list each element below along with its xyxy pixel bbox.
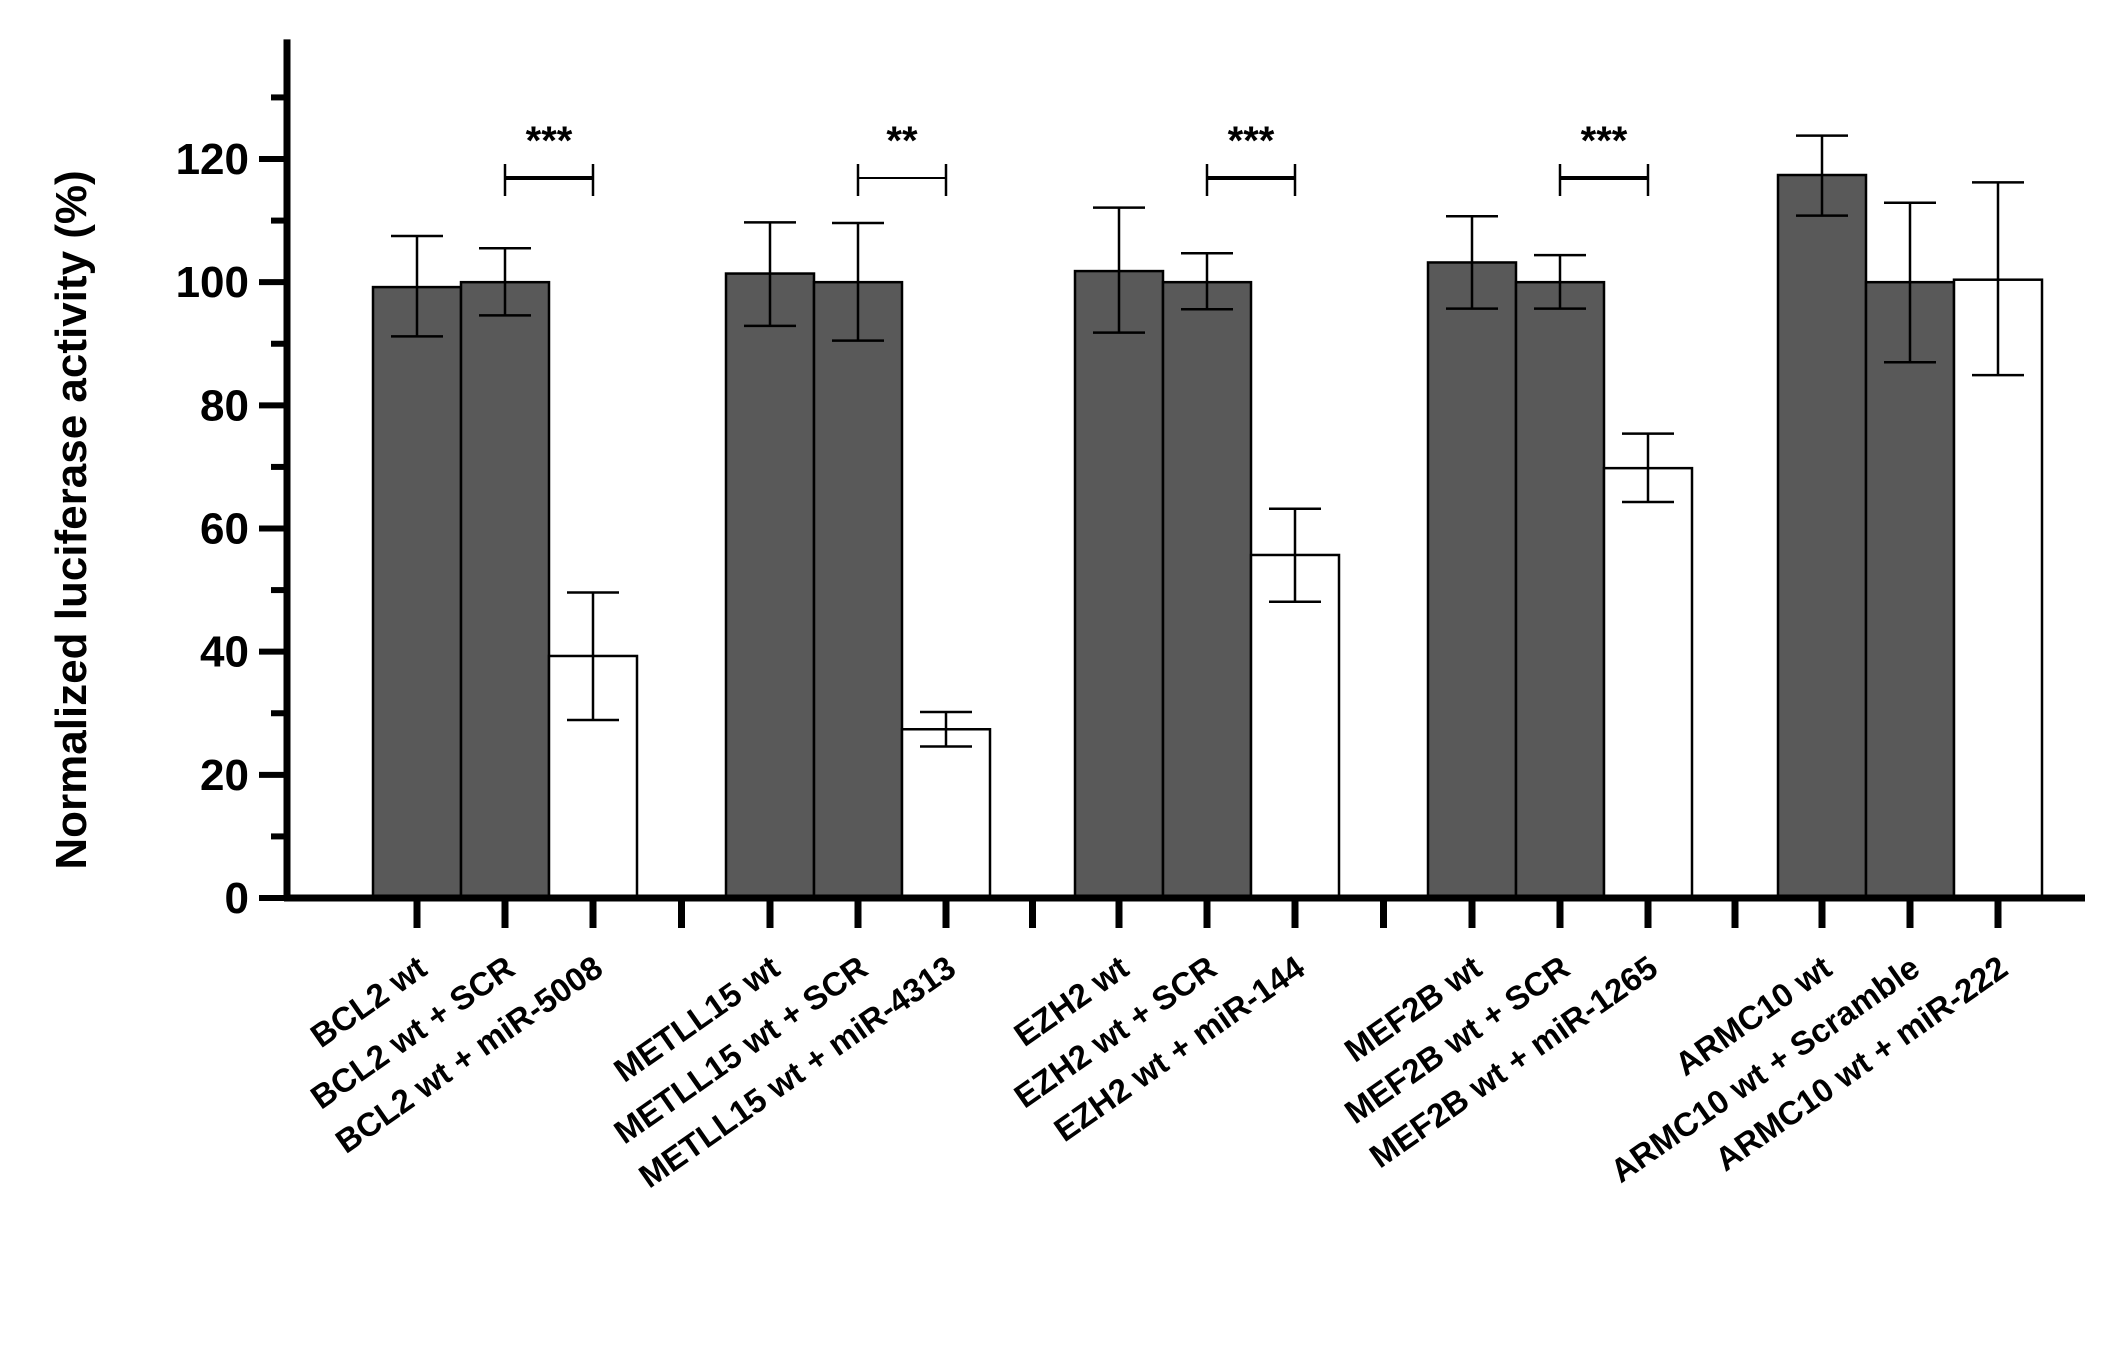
significance-layer: *** ** *** ***: [503, 119, 1650, 196]
y-axis-label: Normalized luciferase activity (%): [47, 170, 96, 869]
significance-label-g2: **: [886, 119, 918, 163]
bar-g1-2: [459, 280, 551, 900]
significance-label-g3: ***: [1228, 119, 1275, 163]
axes-layer: 0 20 40 60 80 100 120: [176, 39, 2085, 928]
bar-g5-2: [1864, 280, 1956, 900]
bar-g3-3: [1249, 553, 1341, 900]
bar-g5-1: [1776, 173, 1868, 900]
bar-g4-1: [1426, 261, 1518, 900]
bar-g2-1: [724, 272, 816, 900]
significance-label-g4: ***: [1581, 119, 1628, 163]
bar-g2-3: [900, 728, 992, 900]
y-tick-label-120: 120: [176, 135, 249, 184]
bar-g1-1: [371, 285, 463, 900]
bar-g3-1: [1073, 269, 1165, 900]
bar-g3-2: [1161, 280, 1253, 900]
y-tick-label-60: 60: [200, 505, 249, 554]
y-tick-label-0: 0: [225, 874, 249, 923]
significance-label-g1: ***: [526, 119, 573, 163]
bar-g2-2: [812, 280, 904, 900]
bars-layer: [371, 173, 2044, 900]
y-tick-label-100: 100: [176, 258, 249, 307]
bar-g4-2: [1514, 280, 1606, 900]
error-bars-layer: [391, 134, 2024, 748]
y-tick-label-80: 80: [200, 381, 249, 430]
y-tick-label-40: 40: [200, 628, 249, 677]
y-tick-label-20: 20: [200, 751, 249, 800]
bar-g4-3: [1602, 466, 1694, 900]
